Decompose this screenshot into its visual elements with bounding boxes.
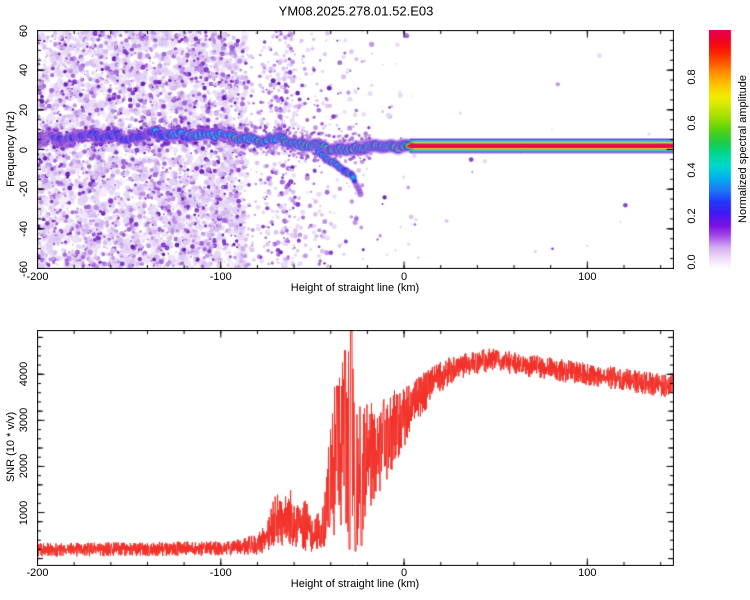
- figure-title: YM08.2025.278.01.52.E03: [278, 3, 434, 19]
- spectrogram-y-tick-label: 60: [18, 24, 30, 37]
- colorbar-tick-label: 0.2: [686, 208, 698, 224]
- snr-x-axis-label: Height of straight line (km): [290, 578, 420, 590]
- snr-x-tick-label: -200: [26, 567, 49, 579]
- spectrogram-x-tick-label: -200: [26, 271, 49, 283]
- colorbar-tick-label: 0.0: [686, 254, 698, 270]
- snr-y-axis-label: SNR (10 * v/v): [5, 411, 17, 483]
- snr-y-tick-label: 3000: [18, 408, 30, 433]
- spectrogram-y-tick-label: -40: [18, 220, 30, 237]
- colorbar-tick-label: 0.8: [686, 69, 698, 85]
- spectrogram-x-tick-label: 0: [401, 271, 408, 283]
- snr-x-tick-label: -100: [209, 567, 232, 579]
- spectrogram-y-axis-label: Frequency (Hz): [5, 111, 17, 187]
- colorbar-tick-label: 0.4: [686, 161, 698, 178]
- colorbar-canvas: [709, 30, 732, 269]
- spectrogram-y-tick-label: 0: [18, 146, 30, 153]
- spectrogram-y-tick-label: -20: [18, 181, 30, 198]
- snr-x-tick-label: 100: [578, 567, 597, 579]
- colorbar-axis-label: Normalized spectral amplitude: [737, 75, 749, 223]
- spectrogram-x-axis-label: Height of straight line (km): [290, 282, 420, 294]
- spectrogram-y-tick-label: -60: [18, 260, 30, 277]
- spectrogram-y-tick-label: 40: [18, 64, 30, 77]
- spectrogram-y-tick-label: 20: [18, 103, 30, 116]
- snr-x-tick-label: 0: [401, 567, 408, 579]
- spectrogram-x-tick-label: -100: [209, 271, 232, 283]
- spectrogram-canvas: [37, 30, 674, 269]
- snr-y-tick-label: 1000: [18, 500, 30, 525]
- colorbar-tick-label: 0.6: [686, 115, 698, 132]
- snr-canvas: [37, 330, 674, 566]
- snr-y-tick-label: 2000: [18, 454, 30, 479]
- spectrogram-x-tick-label: 100: [578, 271, 597, 283]
- snr-y-tick-label: 4000: [18, 362, 30, 387]
